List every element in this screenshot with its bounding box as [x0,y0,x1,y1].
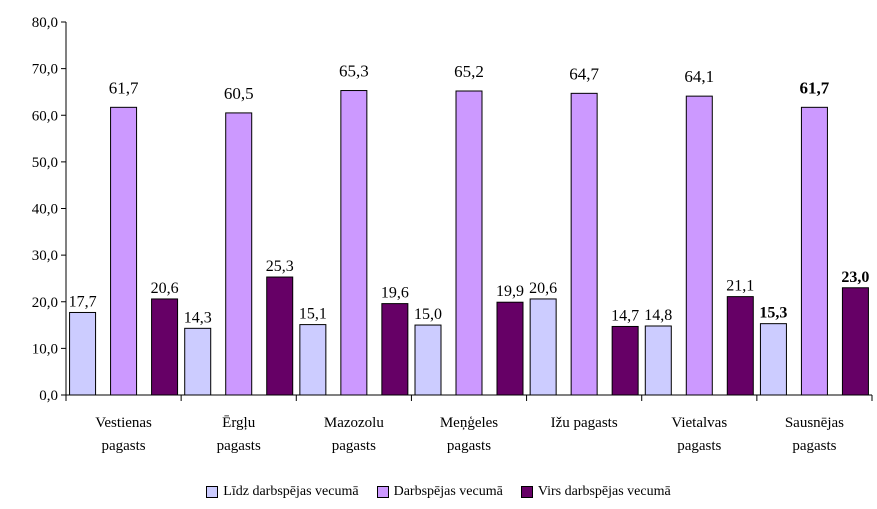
data-label: 17,7 [69,293,97,310]
data-label: 64,7 [569,64,599,83]
data-label: 61,7 [800,78,830,97]
legend-item: Līdz darbspējas vecumā [206,484,359,500]
data-label: 23,0 [841,269,869,286]
legend-label: Līdz darbspējas vecumā [223,484,359,499]
bars [69,90,869,396]
bar [726,296,754,396]
legend-label: Virs darbspējas vecumā [537,484,671,499]
legend: Līdz darbspējas vecumā Darbspējas vecumā V… [0,484,877,500]
bar [414,324,442,396]
bar [841,287,869,396]
data-label: 14,8 [644,307,672,324]
legend-item: Darbspējas vecumā [376,484,503,500]
data-label: 14,3 [184,309,212,326]
data-label: 20,6 [529,280,557,297]
y-tick-label: 0,0 [39,388,58,404]
bar [266,276,294,396]
y-tick-label: 70,0 [32,62,58,78]
bar [151,298,179,396]
x-tick-label: Vietalvas [671,415,727,431]
data-labels: 17,7 61,7 20,6 14,3 60,5 25,3 15,1 65,3 19,6 15,0… [69,62,870,327]
data-label: 61,7 [109,78,139,97]
x-tick-label: pagasts [447,438,491,454]
x-tick-label: pagasts [792,438,836,454]
x-tick-label: pagasts [217,438,261,454]
x-tick-label: Mazozolu [324,415,384,431]
data-label: 65,3 [339,62,369,81]
data-label: 15,1 [299,306,327,323]
legend-label: Darbspējas vecumā [393,484,503,499]
bar [611,325,639,396]
y-axis: 0,0 10,0 20,0 30,0 40,0 50,0 60,0 70,0 80,0 [32,15,67,404]
y-tick-label: 30,0 [32,248,58,264]
legend-item: Virs darbspējas vecumā [520,484,671,500]
bar [225,112,253,396]
bar [570,92,598,396]
data-label: 25,3 [266,258,294,275]
x-tick-label: pagasts [677,438,721,454]
y-tick-label: 50,0 [32,155,58,171]
x-tick-label: Meņģeles [440,415,498,431]
y-tick-label: 40,0 [32,202,58,218]
x-tick-label: Ižu pagasts [551,415,618,431]
bar [685,95,713,396]
legend-swatch [206,486,219,498]
data-label: 19,6 [381,285,409,302]
data-label: 14,7 [611,307,639,324]
legend-swatch [376,486,389,498]
x-tick-label: Vestienas [95,415,152,431]
bar [381,303,409,396]
legend-swatch [520,486,533,498]
bar [184,327,212,396]
y-tick-label: 80,0 [32,15,58,31]
data-label: 65,2 [454,62,484,81]
data-label: 21,1 [726,278,754,295]
y-tick-label: 20,0 [32,295,58,311]
bar [340,90,368,396]
bar [759,323,787,396]
bar [299,324,327,396]
data-label: 60,5 [224,84,254,103]
x-tick-label: pagasts [101,438,145,454]
bar [529,298,557,396]
bar [455,90,483,396]
y-tick-label: 60,0 [32,108,58,124]
x-tick-label: Sausnējas [785,415,844,431]
bar [69,311,97,396]
data-label: 15,0 [414,306,442,323]
y-tick-label: 10,0 [32,341,58,357]
bar [800,106,828,396]
x-axis: Vestienas pagasts Ērgļu pagasts Mazozolu paga… [65,394,873,454]
x-tick-label: Ērgļu [222,415,256,431]
data-label: 64,1 [684,67,714,86]
x-tick-label: pagasts [332,438,376,454]
bar [644,325,672,396]
bar [496,301,524,396]
data-label: 15,3 [759,305,787,322]
bar [110,106,138,396]
data-label: 19,9 [496,283,524,300]
data-label: 20,6 [151,280,179,297]
